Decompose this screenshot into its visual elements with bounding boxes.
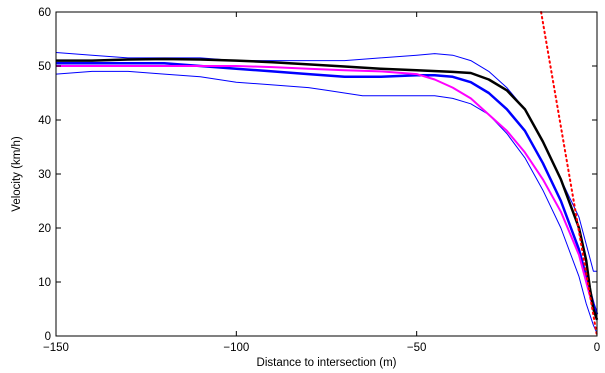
y-tick-label: 40 bbox=[38, 115, 51, 127]
y-tick-label: 30 bbox=[38, 169, 51, 181]
y-tick-label: 50 bbox=[38, 61, 51, 73]
x-tick-label: −150 bbox=[43, 342, 69, 354]
y-tick-label: 10 bbox=[38, 277, 51, 289]
x-tick-label: −50 bbox=[407, 342, 427, 354]
series-line-5 bbox=[56, 57, 599, 321]
series-line-1 bbox=[55, 52, 597, 272]
axis-ticks: −150 −100 −50 0 0 10 20 30 40 50 60 bbox=[38, 7, 600, 354]
y-tick-label: 20 bbox=[38, 223, 51, 235]
y-tick-label: 60 bbox=[38, 7, 51, 19]
series-line-4 bbox=[56, 65, 598, 321]
y-tick-label: 0 bbox=[45, 331, 51, 343]
series-layer bbox=[55, 11, 599, 337]
y-axis-label: Velocity (km/h) bbox=[11, 136, 23, 212]
x-tick-label: −100 bbox=[223, 342, 249, 354]
series-line-6 bbox=[540, 11, 598, 337]
x-axis-label: Distance to intersection (m) bbox=[257, 357, 397, 369]
series-line-2 bbox=[55, 70, 598, 334]
x-tick-label: 0 bbox=[594, 342, 600, 354]
